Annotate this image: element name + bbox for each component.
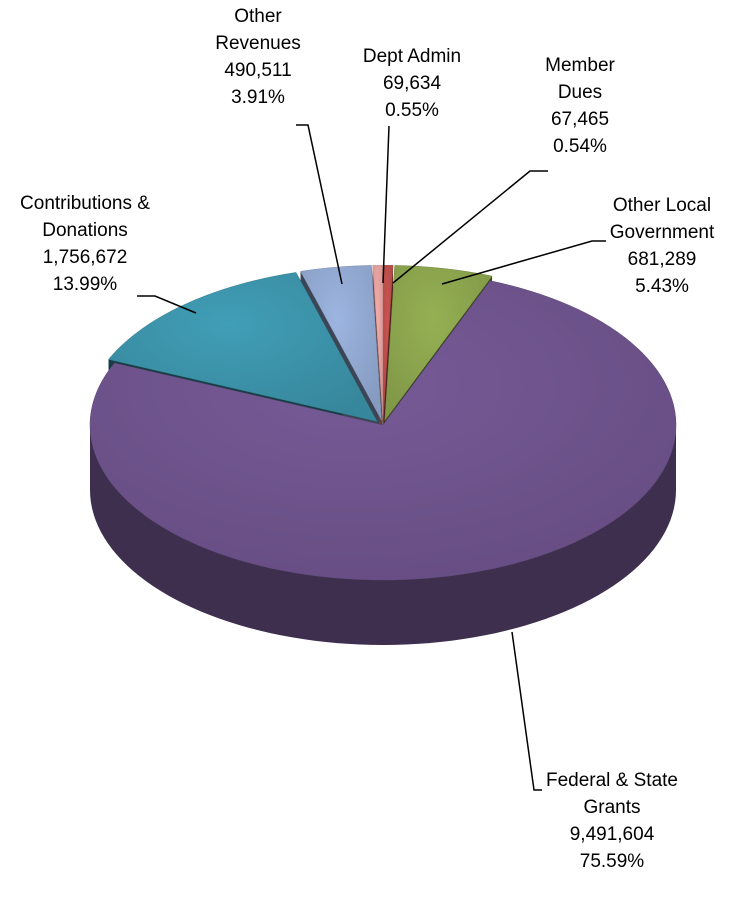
leader-line: [511, 631, 542, 791]
percent-label: 75.59%: [579, 851, 645, 872]
percent-label: 0.55%: [385, 100, 439, 121]
slice: [108, 272, 378, 422]
data-label: Member Dues 67,465 0.54%: [525, 52, 635, 160]
percent-label: 0.54%: [553, 136, 607, 157]
value-label: 69,634: [382, 73, 442, 94]
slice: [372, 264, 384, 421]
percent-label: 13.99%: [52, 274, 118, 295]
value-label: 1,756,672: [42, 247, 128, 268]
value-label: 67,465: [550, 109, 610, 130]
category-label: Other Revenues: [215, 6, 301, 54]
data-label: Dept Admin 69,634 0.55%: [342, 43, 482, 124]
leader-line: [137, 295, 197, 314]
percent-label: 5.43%: [635, 276, 689, 297]
category-label: Contributions & Donations: [20, 193, 150, 241]
category-label: Other Local Government: [609, 195, 715, 243]
leader-line: [441, 240, 606, 285]
slice: [382, 264, 394, 421]
data-label: Contributions & Donations 1,756,672 13.99%: [0, 190, 170, 298]
category-label: Dept Admin: [362, 46, 462, 67]
data-label: Federal & State Grants 9,491,604 75.59%: [537, 767, 687, 875]
category-label: Member Dues: [545, 55, 615, 103]
slice: [300, 265, 382, 421]
percent-label: 3.91%: [231, 87, 285, 108]
value-label: 490,511: [224, 60, 292, 81]
leader-line: [296, 124, 343, 285]
data-label: Other Revenues 490,511 3.91%: [208, 3, 308, 111]
slice: [384, 265, 493, 422]
leader-line: [392, 170, 548, 284]
slice-side: [90, 425, 676, 645]
category-label: Federal & State Grants: [545, 770, 679, 818]
data-label: Other Local Government 681,289 5.43%: [577, 192, 747, 300]
slice: [89, 280, 677, 581]
leader-line: [382, 125, 390, 284]
value-label: 9,491,604: [569, 824, 655, 845]
value-label: 681,289: [627, 249, 697, 270]
